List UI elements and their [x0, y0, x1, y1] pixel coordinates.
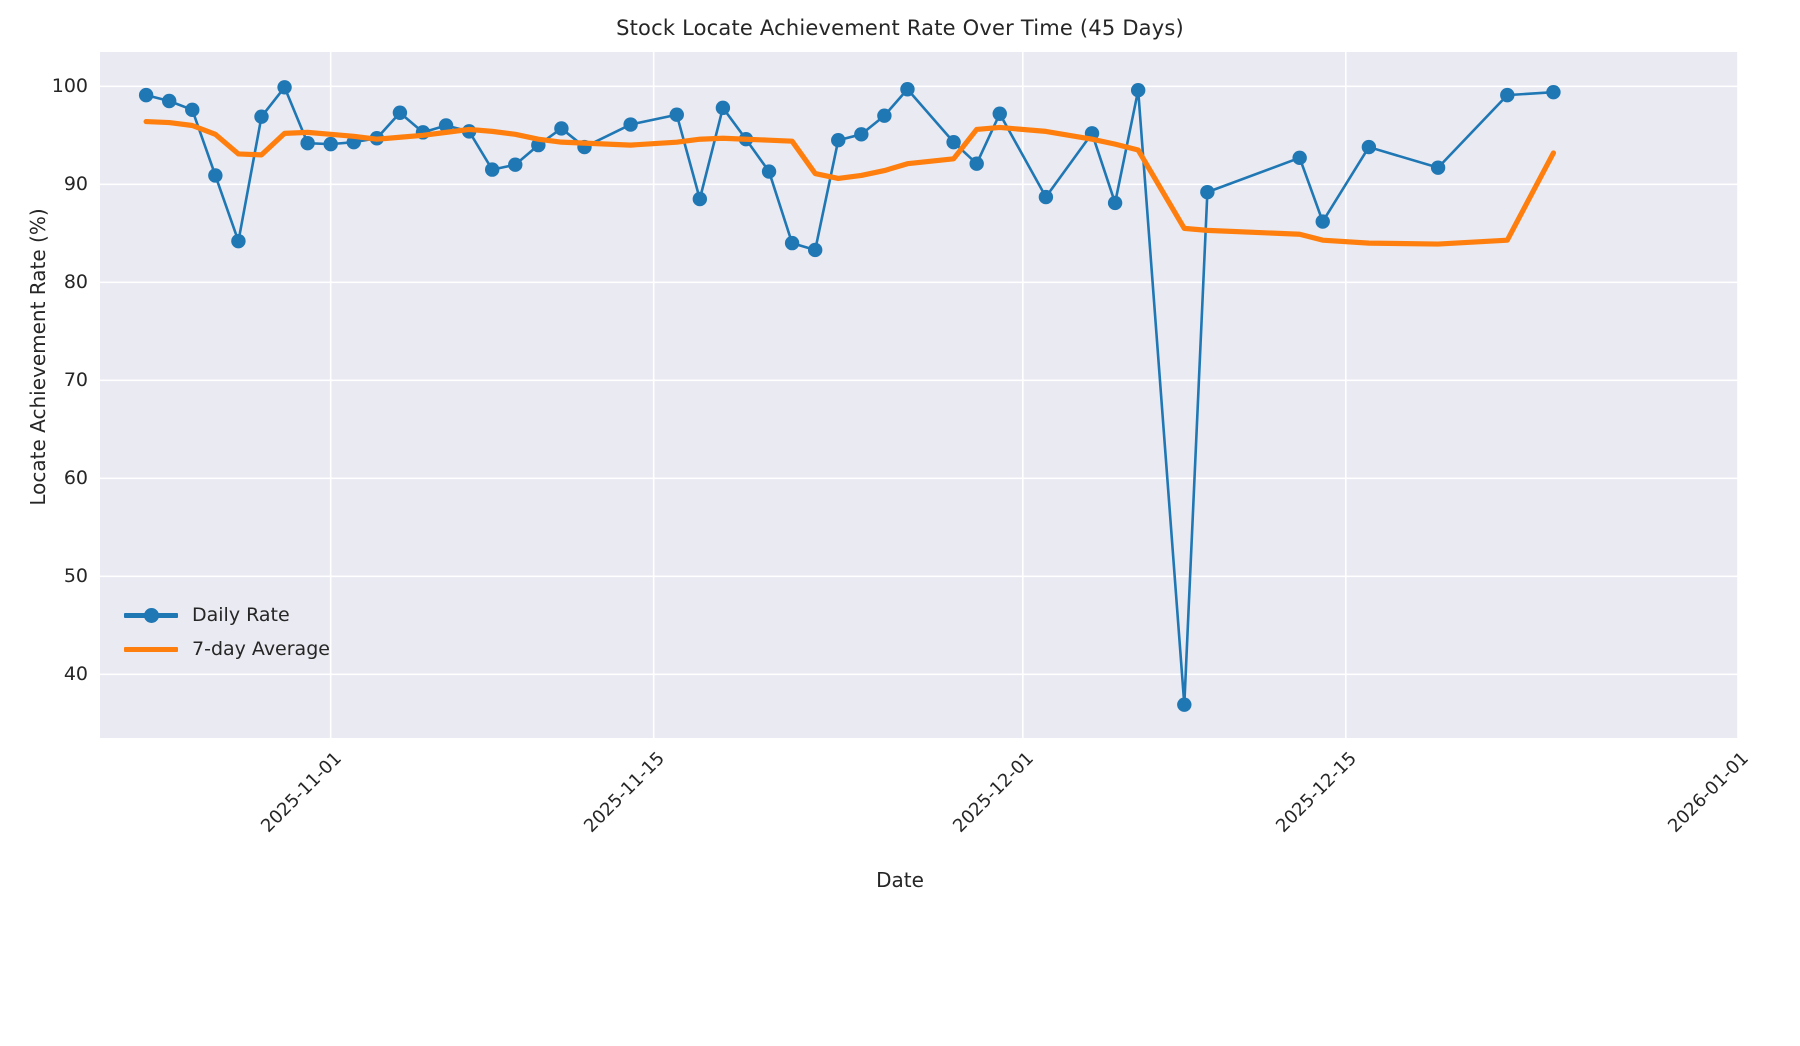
data-point [1430, 160, 1446, 175]
x-tick-label: 2025-11-01 [256, 748, 346, 837]
data-point [1500, 87, 1515, 103]
legend-label-daily-rate: Daily Rate [192, 604, 290, 626]
y-axis-label: Locate Achievement Rate (%) [26, 208, 50, 506]
data-point [485, 162, 500, 177]
data-point [969, 156, 984, 171]
series-line-7-day-average [143, 118, 1557, 247]
legend-swatch-7-day-average [120, 632, 182, 666]
y-tick-label: 40 [63, 663, 88, 686]
data-point [231, 233, 246, 249]
data-point [392, 105, 408, 120]
legend-swatch-daily-rate [120, 598, 182, 632]
data-point [1038, 189, 1054, 205]
data-point [669, 107, 684, 122]
data-point [1200, 184, 1215, 200]
chart-title: Stock Locate Achievement Rate Over Time … [616, 16, 1184, 40]
data-point [277, 80, 292, 95]
y-tick-label: 80 [63, 271, 88, 294]
data-point [438, 118, 454, 133]
legend-item-daily-rate[interactable]: Daily Rate [120, 598, 330, 632]
data-point [877, 108, 892, 123]
x-tick-label: 2026-01-01 [1664, 748, 1753, 837]
data-point [1130, 83, 1146, 98]
data-point [162, 93, 177, 109]
data-point [554, 121, 569, 136]
y-tick-label: 90 [63, 173, 88, 196]
chart-gridlines [100, 52, 1739, 738]
legend-label-7-day-average: 7-day Average [192, 638, 330, 660]
data-point [992, 106, 1007, 121]
data-point [1361, 139, 1377, 155]
y-tick-label: 70 [63, 369, 88, 392]
data-point [300, 135, 315, 151]
x-tick-label: 2025-11-15 [579, 748, 669, 837]
data-point [185, 102, 200, 118]
data-point [138, 87, 154, 103]
plot-area: Daily Rate 7-day Average [100, 52, 1739, 738]
data-point [508, 157, 523, 172]
data-point [946, 134, 961, 150]
data-point [208, 168, 223, 183]
data-point [1292, 150, 1307, 166]
data-point [831, 133, 846, 148]
x-tick-label: 2025-12-15 [1271, 748, 1361, 837]
data-point [900, 82, 915, 97]
data-point [692, 191, 708, 207]
data-point [1177, 697, 1192, 712]
x-tick-label: 2025-12-01 [948, 748, 1038, 837]
chart-legend: Daily Rate 7-day Average [114, 592, 340, 672]
x-axis-label: Date [876, 868, 924, 892]
data-point [1546, 84, 1561, 100]
data-point [323, 136, 338, 152]
data-point [1315, 214, 1330, 229]
data-point [623, 117, 638, 132]
legend-item-7-day-average[interactable]: 7-day Average [120, 632, 330, 666]
chart-series-layer [138, 80, 1561, 712]
data-point [1107, 195, 1123, 211]
data-point [761, 164, 777, 179]
series-line-daily-rate [144, 85, 1555, 706]
y-tick-label: 100 [51, 75, 88, 98]
y-tick-label: 60 [63, 467, 88, 490]
data-point [854, 127, 869, 142]
data-point [715, 100, 731, 116]
data-point [807, 242, 823, 258]
y-tick-label: 50 [63, 565, 88, 588]
chart-figure: Stock Locate Achievement Rate Over Time … [26, 16, 1753, 892]
data-point [254, 109, 269, 124]
data-point [784, 235, 800, 251]
